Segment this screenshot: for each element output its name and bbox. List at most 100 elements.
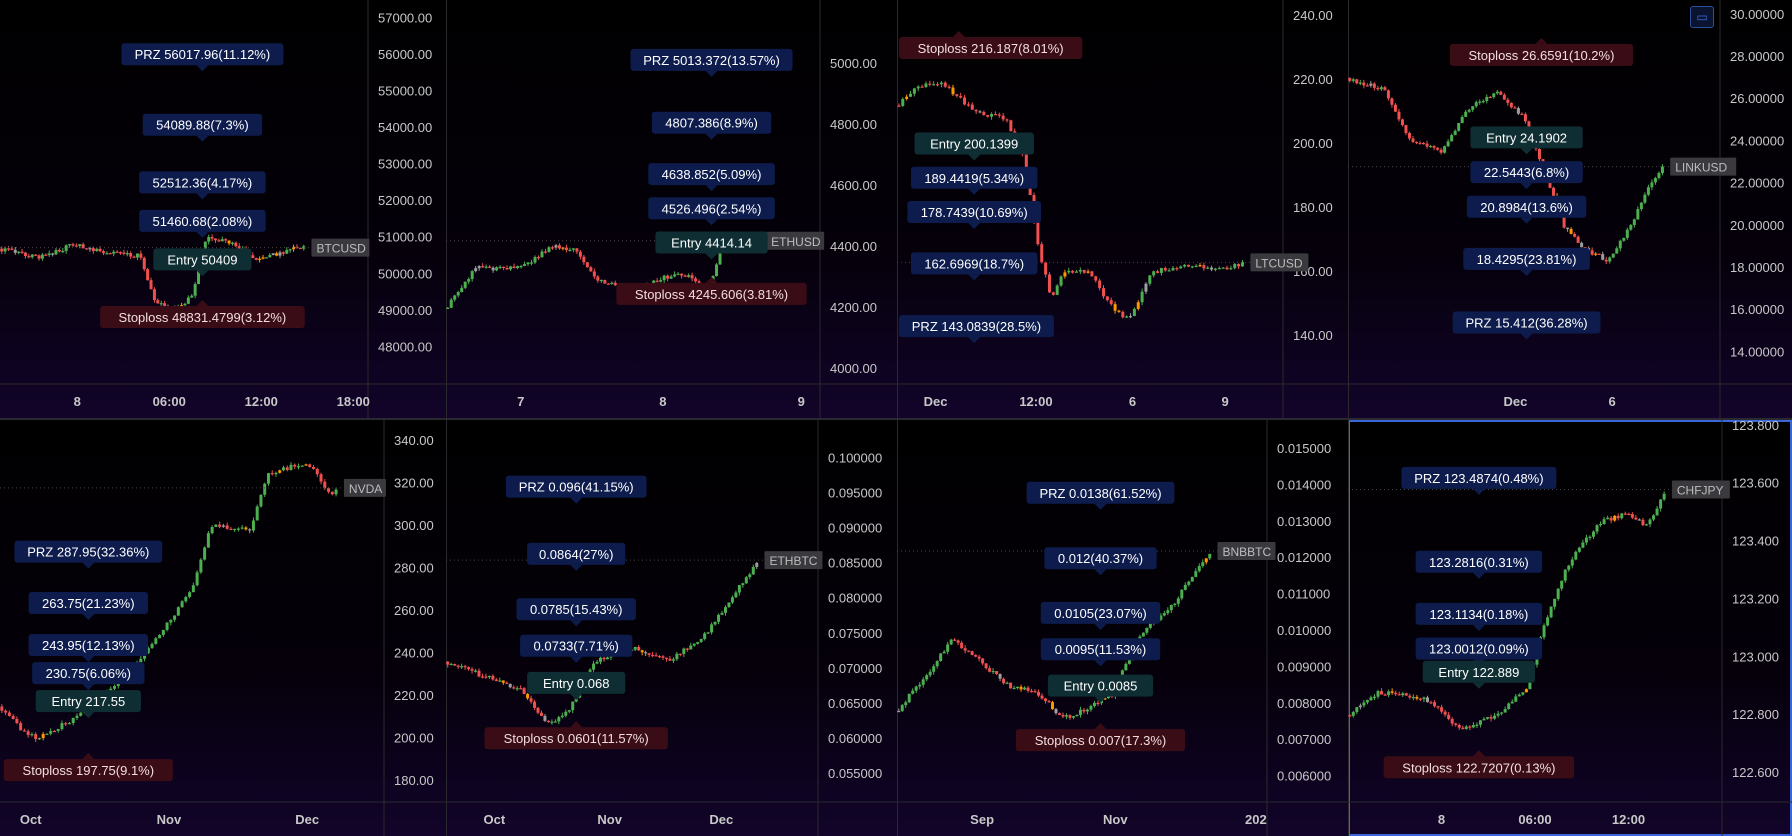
- candle-body: [539, 712, 543, 716]
- candle-body: [1580, 242, 1584, 248]
- trade-label-text: 243.95(12.13%): [42, 638, 135, 653]
- trade-label-entry: Entry 122.889: [1422, 660, 1536, 689]
- candle-body: [1397, 694, 1401, 696]
- candle-body: [1509, 102, 1513, 108]
- trade-label-target: 263.75(21.23%): [28, 592, 149, 621]
- candle-body: [932, 666, 936, 672]
- chart-pane-ethusd[interactable]: 5000.00 4800.00 4600.00 4400.00 4200.00 4000.…: [446, 0, 897, 418]
- candle-body: [1194, 265, 1198, 268]
- candle-body: [592, 271, 596, 277]
- candle-body: [603, 279, 607, 284]
- candle-body: [135, 253, 139, 258]
- y-tick-label: 50000.00: [378, 266, 432, 281]
- trade-label-text: Stoploss 0.0601(11.57%): [504, 731, 649, 746]
- candle-body: [1210, 267, 1214, 270]
- candle-body: [529, 698, 533, 702]
- candle-body: [1601, 254, 1605, 260]
- candle-body: [480, 676, 484, 678]
- candle-body: [654, 655, 658, 657]
- candle-body: [995, 670, 999, 674]
- candle-body: [1552, 187, 1556, 196]
- x-tick-label: Oct: [20, 812, 42, 827]
- candle-body: [1075, 714, 1079, 717]
- candle-body: [911, 690, 915, 694]
- candle-body: [244, 527, 248, 530]
- chart-pane-nvda[interactable]: 340.00 320.00 300.00 280.00 260.00 240.00 220.…: [0, 420, 446, 836]
- y-tick-label: 20.00000: [1730, 218, 1784, 233]
- candle-body: [1629, 225, 1633, 230]
- chart-pane-bnbbtc[interactable]: 0.015000 0.014000 0.013000 0.012000 0.011000…: [897, 420, 1348, 836]
- candle-body: [278, 252, 282, 256]
- candle-body: [905, 96, 909, 99]
- candle-body: [602, 657, 606, 660]
- candle-body: [27, 256, 31, 258]
- candle-body: [644, 652, 648, 654]
- candle-body: [678, 653, 682, 655]
- candle-body: [71, 244, 75, 246]
- trade-label-entry: Entry 217.55: [35, 690, 141, 719]
- candle-body: [1023, 687, 1027, 690]
- chart-pane-ltcusd[interactable]: 240.00 220.00 200.00 180.00 160.00 140.00 Dec 1…: [897, 0, 1348, 418]
- y-tick-label: 140.00: [1293, 328, 1333, 343]
- y-tick-label: 22.00000: [1730, 176, 1784, 191]
- candle-body: [953, 639, 957, 641]
- trade-label-text: Stoploss 48831.4799(3.12%): [119, 310, 287, 325]
- candle-body: [633, 646, 637, 650]
- candle-body: [64, 245, 68, 251]
- candle-body: [1019, 686, 1023, 690]
- trade-label-text: PRZ 15.412(36.28%): [1465, 316, 1587, 331]
- trade-label-text: PRZ 56017.96(11.12%): [135, 47, 271, 62]
- candle-body: [1418, 698, 1422, 700]
- candle-body: [1471, 106, 1475, 110]
- candle-body: [526, 262, 530, 265]
- chart-pane-btcusd[interactable]: 57000.00 56000.00 55000.00 54000.00 53000.00…: [0, 0, 446, 418]
- candle-body: [515, 688, 519, 690]
- trade-label-text: 4526.496(2.54%): [662, 201, 762, 216]
- candle-body: [687, 275, 691, 277]
- candle-body: [755, 563, 759, 567]
- candle-body: [951, 87, 955, 95]
- candle-body: [685, 648, 689, 650]
- candle-body: [165, 622, 169, 630]
- candle-body: [270, 473, 274, 475]
- candle-body: [491, 675, 495, 680]
- y-tick-label: 57000.00: [378, 10, 432, 25]
- candle-body: [1369, 697, 1373, 701]
- candle-body: [227, 240, 231, 244]
- candle-body: [1542, 625, 1546, 638]
- candle-body: [1372, 696, 1376, 698]
- candle-body: [1067, 270, 1071, 273]
- candle-body: [928, 671, 932, 676]
- chart-pane-ethbtc[interactable]: 0.100000 0.095000 0.090000 0.085000 0.080000…: [446, 420, 897, 836]
- chart-pane-chfjpy[interactable]: 123.800 123.600 123.400 123.200 123.000 122.8…: [1348, 420, 1792, 836]
- trade-label-text: 189.4419(5.34%): [924, 171, 1024, 186]
- symbol-label: BNBBTC: [1223, 545, 1272, 559]
- candle-body: [139, 658, 143, 663]
- candle-body: [296, 466, 300, 468]
- screenshot-icon[interactable]: ▭: [1690, 6, 1714, 28]
- candle-body: [1548, 178, 1552, 188]
- candle-body: [1481, 100, 1485, 103]
- candle-body: [1183, 264, 1187, 267]
- candle-body: [1615, 248, 1619, 254]
- y-tick-label: 200.00: [394, 730, 434, 745]
- candle-body: [1387, 691, 1391, 696]
- candle-body: [218, 524, 222, 527]
- symbol-tag: ETHBTC: [764, 551, 823, 570]
- candle-body: [1549, 606, 1553, 618]
- candle-body: [659, 280, 663, 282]
- candle-body: [258, 258, 262, 260]
- candle-body: [281, 252, 285, 254]
- candle-body: [183, 303, 187, 306]
- candle-body: [673, 274, 677, 277]
- candle-body: [606, 283, 610, 285]
- trade-label-text: 54089.88(7.3%): [156, 118, 249, 133]
- chart-pane-linkusd[interactable]: 30.00000 28.00000 26.00000 24.00000 22.00000…: [1348, 0, 1792, 418]
- x-tick-label: 7: [517, 394, 524, 409]
- candle-body: [113, 686, 117, 689]
- candle-body: [312, 467, 316, 469]
- candle-body: [498, 680, 502, 682]
- candle-body: [1488, 96, 1492, 99]
- candle-body: [543, 251, 547, 253]
- candle-body: [281, 467, 285, 471]
